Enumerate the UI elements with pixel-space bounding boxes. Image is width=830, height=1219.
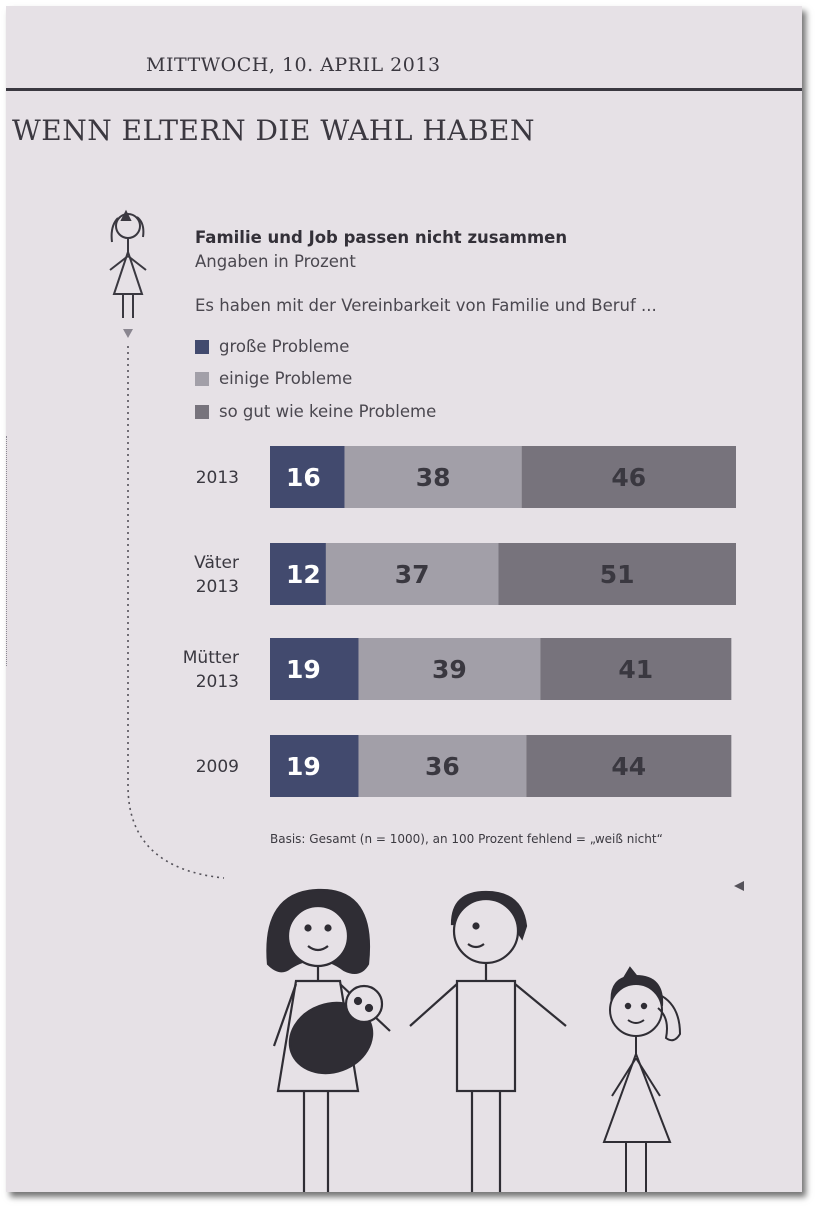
chart-subtitle: Angaben in Prozent — [195, 252, 356, 271]
girl-figure — [602, 966, 682, 1192]
bar-segment — [358, 638, 541, 700]
dotted-guide — [127, 346, 225, 879]
left-margin-dots — [6, 436, 12, 666]
bar-segment — [526, 735, 732, 797]
legend-label: große Probleme — [219, 337, 350, 356]
bar-value-label: 39 — [432, 655, 467, 684]
bar-segment — [270, 543, 326, 605]
dateline: MITTWOCH, 10. APRIL 2013 — [146, 54, 441, 76]
category-label: Väter — [194, 553, 239, 573]
bar-value-label: 16 — [286, 463, 321, 492]
bar-value-label: 41 — [618, 655, 653, 684]
bar-segment — [270, 446, 345, 508]
chart-lead: Es haben mit der Vereinbarkeit von Famil… — [195, 296, 657, 315]
category-label: 2013 — [196, 672, 239, 692]
category-label: 2013 — [196, 468, 239, 488]
bar-value-label: 12 — [286, 560, 321, 589]
bar-segment — [270, 735, 359, 797]
bar-segment — [270, 638, 359, 700]
category-label: 2013 — [196, 577, 239, 597]
bar-segment — [325, 543, 499, 605]
bar-value-label: 46 — [611, 463, 646, 492]
legend-label: so gut wie keine Probleme — [219, 402, 437, 421]
newspaper-page: MITTWOCH, 10. APRIL 2013 WENN ELTERN DIE… — [6, 6, 802, 1192]
legend-label: einige Probleme — [219, 369, 353, 388]
category-label: 2009 — [196, 757, 239, 777]
bar-value-label: 44 — [611, 752, 646, 781]
bar-segment — [540, 638, 732, 700]
header-rule — [6, 88, 802, 91]
legend-swatch — [195, 405, 209, 419]
legend-swatch — [195, 372, 209, 386]
arrow-down-icon — [123, 329, 133, 338]
headline: WENN ELTERN DIE WAHL HABEN — [12, 114, 535, 147]
girl-icon — [109, 209, 147, 318]
bar-value-label: 19 — [286, 655, 321, 684]
arrow-left-icon — [734, 881, 744, 891]
category-label: Mütter — [183, 648, 239, 668]
bar-value-label: 36 — [425, 752, 460, 781]
bar-value-label: 51 — [600, 560, 635, 589]
bar-value-label: 38 — [416, 463, 451, 492]
bar-segment — [358, 735, 527, 797]
mother-figure — [266, 888, 391, 1192]
bar-segment — [521, 446, 736, 508]
bar-value-label: 19 — [286, 752, 321, 781]
stacked-bar-chart: 2013 16 38 46 Väter 2013 12 37 51 Mütter 2013 19 39 4… — [183, 446, 736, 797]
bar-segment — [498, 543, 736, 605]
bar-value-label: 37 — [395, 560, 430, 589]
chart-title: Familie und Job passen nicht zusammen — [195, 228, 568, 247]
bar-segment — [344, 446, 522, 508]
chart-footnote: Basis: Gesamt (n = 1000), an 100 Prozent… — [270, 832, 663, 846]
father-figure — [409, 890, 567, 1192]
legend-swatch — [195, 340, 209, 354]
family-illustration — [109, 209, 744, 1192]
